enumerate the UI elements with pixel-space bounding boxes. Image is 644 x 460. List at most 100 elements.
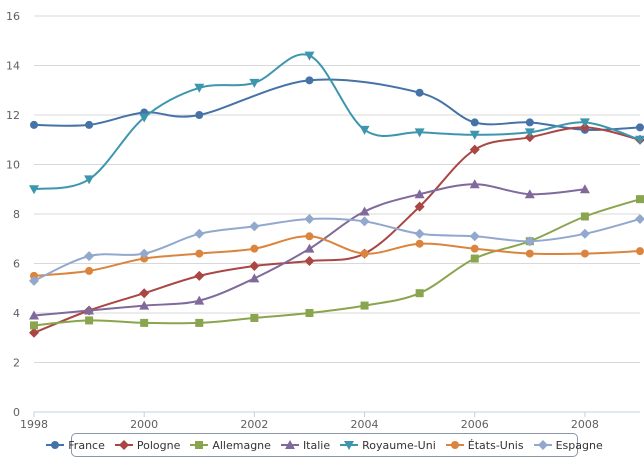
legend-item[interactable]: Allemagne bbox=[190, 439, 271, 452]
y-tick-label: 6 bbox=[13, 258, 20, 271]
data-point[interactable] bbox=[469, 130, 480, 140]
data-point[interactable] bbox=[305, 309, 314, 317]
data-point[interactable] bbox=[30, 321, 38, 330]
x-tick-label: 2000 bbox=[130, 418, 158, 430]
legend: France Pologne Allemagne Italie Royaume-Uni É… bbox=[46, 433, 603, 457]
line-chart: 0 2 4 6 8 10 12 14 16 1998 2000 2002 2004 2006 2008 bbox=[6, 10, 644, 430]
series-Allemagne bbox=[30, 195, 644, 330]
data-point[interactable] bbox=[304, 51, 315, 61]
data-point[interactable] bbox=[85, 266, 94, 275]
y-tick-label: 10 bbox=[6, 159, 20, 172]
data-point[interactable] bbox=[415, 289, 424, 298]
data-point[interactable] bbox=[194, 228, 205, 239]
data-point[interactable] bbox=[580, 249, 589, 258]
series-layer bbox=[29, 51, 644, 338]
data-point[interactable] bbox=[249, 260, 260, 271]
data-point[interactable] bbox=[29, 310, 39, 320]
data-point[interactable] bbox=[636, 123, 644, 132]
data-point[interactable] bbox=[360, 301, 369, 310]
legend-item[interactable]: États-Unis bbox=[445, 439, 524, 452]
data-point[interactable] bbox=[524, 189, 535, 199]
data-point[interactable] bbox=[139, 288, 150, 299]
data-point[interactable] bbox=[249, 78, 260, 88]
data-point[interactable] bbox=[139, 113, 150, 123]
data-point[interactable] bbox=[30, 120, 38, 129]
legend-item[interactable]: France bbox=[46, 439, 105, 452]
data-point[interactable] bbox=[414, 128, 425, 138]
data-point[interactable] bbox=[84, 251, 95, 262]
data-point[interactable] bbox=[635, 135, 644, 145]
series-Italie bbox=[29, 179, 590, 320]
data-point[interactable] bbox=[194, 295, 205, 305]
data-point[interactable] bbox=[579, 184, 590, 194]
data-point[interactable] bbox=[414, 201, 425, 212]
data-point[interactable] bbox=[195, 249, 204, 258]
data-point[interactable] bbox=[29, 185, 39, 195]
legend-item[interactable]: Italie bbox=[280, 439, 330, 452]
y-tick-label: 8 bbox=[13, 208, 20, 221]
data-point[interactable] bbox=[470, 254, 479, 263]
data-point[interactable] bbox=[579, 228, 590, 239]
data-point[interactable] bbox=[249, 273, 260, 283]
data-point[interactable] bbox=[469, 179, 480, 189]
data-point[interactable] bbox=[359, 216, 370, 227]
data-point[interactable] bbox=[304, 243, 315, 253]
data-point[interactable] bbox=[249, 221, 260, 232]
data-point[interactable] bbox=[415, 239, 424, 248]
legend-item[interactable]: Espagne bbox=[533, 439, 603, 452]
data-point[interactable] bbox=[580, 212, 589, 221]
axes: 0 2 4 6 8 10 12 14 16 1998 2000 2002 2004 2006 2008 bbox=[6, 10, 640, 430]
data-point[interactable] bbox=[525, 249, 534, 258]
data-point[interactable] bbox=[359, 206, 370, 216]
data-point[interactable] bbox=[140, 318, 149, 327]
legend-item[interactable]: Pologne bbox=[114, 439, 180, 452]
data-point[interactable] bbox=[304, 213, 315, 224]
series-line[interactable] bbox=[33, 217, 641, 282]
series-line[interactable] bbox=[33, 78, 641, 131]
data-point[interactable] bbox=[85, 316, 94, 325]
data-point[interactable] bbox=[250, 313, 259, 322]
data-point[interactable] bbox=[524, 236, 535, 247]
y-tick-label: 16 bbox=[6, 10, 20, 23]
data-point[interactable] bbox=[470, 118, 479, 127]
series-line[interactable] bbox=[33, 53, 641, 191]
legend-marker bbox=[344, 441, 355, 450]
data-point[interactable] bbox=[636, 195, 644, 204]
legend-marker bbox=[51, 441, 60, 449]
data-point[interactable] bbox=[29, 275, 39, 286]
data-point[interactable] bbox=[635, 213, 644, 224]
data-point[interactable] bbox=[85, 120, 94, 129]
data-point[interactable] bbox=[305, 232, 314, 241]
data-point[interactable] bbox=[470, 244, 479, 253]
data-point[interactable] bbox=[84, 305, 95, 315]
data-point[interactable] bbox=[414, 228, 425, 239]
data-point[interactable] bbox=[305, 76, 314, 85]
data-point[interactable] bbox=[636, 247, 644, 256]
data-point[interactable] bbox=[359, 125, 370, 135]
data-point[interactable] bbox=[524, 128, 535, 138]
data-point[interactable] bbox=[194, 83, 205, 93]
data-point[interactable] bbox=[139, 248, 150, 259]
data-point[interactable] bbox=[29, 327, 39, 338]
legend-label: Royaume-Uni bbox=[362, 438, 436, 452]
data-point[interactable] bbox=[194, 270, 205, 281]
series-line[interactable] bbox=[33, 235, 641, 277]
data-point[interactable] bbox=[195, 111, 204, 119]
data-point[interactable] bbox=[84, 175, 95, 185]
data-point[interactable] bbox=[415, 88, 424, 97]
x-tick-label: 1998 bbox=[20, 418, 48, 430]
data-point[interactable] bbox=[414, 189, 425, 199]
data-point[interactable] bbox=[469, 231, 480, 242]
legend-symbol-icon bbox=[190, 441, 209, 449]
data-point[interactable] bbox=[195, 318, 204, 327]
data-point[interactable] bbox=[579, 118, 590, 128]
data-point[interactable] bbox=[360, 249, 369, 258]
data-point[interactable] bbox=[139, 300, 150, 310]
data-point[interactable] bbox=[304, 256, 315, 267]
legend-symbol-icon bbox=[340, 441, 359, 450]
data-point[interactable] bbox=[469, 144, 480, 155]
data-point[interactable] bbox=[525, 118, 534, 127]
data-point[interactable] bbox=[250, 244, 259, 253]
legend-item[interactable]: Royaume-Uni bbox=[340, 439, 436, 452]
legend-marker bbox=[537, 440, 548, 450]
